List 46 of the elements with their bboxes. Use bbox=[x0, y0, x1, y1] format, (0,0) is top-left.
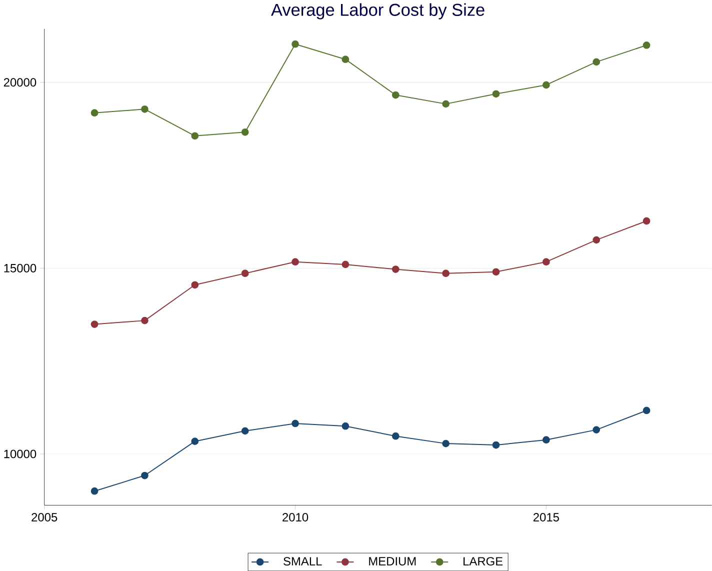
point bbox=[442, 270, 450, 278]
point bbox=[292, 420, 299, 428]
point bbox=[90, 487, 98, 495]
y-tick-label: 20000 bbox=[4, 78, 36, 87]
point bbox=[642, 406, 650, 414]
point bbox=[141, 472, 148, 480]
point bbox=[141, 105, 148, 113]
point bbox=[241, 427, 249, 435]
legend-label: MEDIUM bbox=[369, 557, 416, 566]
point bbox=[191, 281, 199, 289]
point bbox=[292, 258, 299, 266]
point bbox=[90, 320, 98, 328]
point bbox=[342, 56, 350, 63]
point bbox=[392, 91, 400, 99]
point bbox=[642, 41, 650, 49]
point bbox=[90, 109, 98, 116]
x-tick-label: 2010 bbox=[282, 512, 308, 522]
legend-label: SMALL bbox=[284, 557, 322, 566]
point bbox=[392, 266, 400, 273]
point bbox=[492, 441, 500, 449]
point bbox=[542, 258, 550, 266]
point bbox=[492, 268, 500, 276]
y-tick-label: 10000 bbox=[4, 450, 36, 458]
point bbox=[442, 440, 450, 448]
point bbox=[191, 438, 199, 445]
point bbox=[542, 436, 550, 444]
chart-title: Average Labor Cost by Size bbox=[271, 3, 484, 20]
point bbox=[241, 128, 249, 136]
point bbox=[292, 40, 299, 48]
point bbox=[592, 426, 600, 434]
point bbox=[592, 236, 600, 244]
point bbox=[392, 432, 400, 440]
x-tick-label: 2015 bbox=[533, 512, 559, 522]
point bbox=[442, 100, 450, 108]
point bbox=[342, 260, 350, 268]
y-tick-label: 15000 bbox=[4, 264, 36, 272]
point bbox=[141, 316, 148, 324]
point bbox=[642, 217, 650, 225]
point bbox=[592, 58, 600, 66]
point bbox=[191, 132, 199, 140]
legend-label: LARGE bbox=[464, 557, 503, 566]
point bbox=[342, 422, 350, 430]
point bbox=[542, 81, 550, 89]
point bbox=[492, 90, 500, 98]
x-tick-label: 2005 bbox=[32, 512, 58, 522]
point bbox=[241, 270, 249, 278]
